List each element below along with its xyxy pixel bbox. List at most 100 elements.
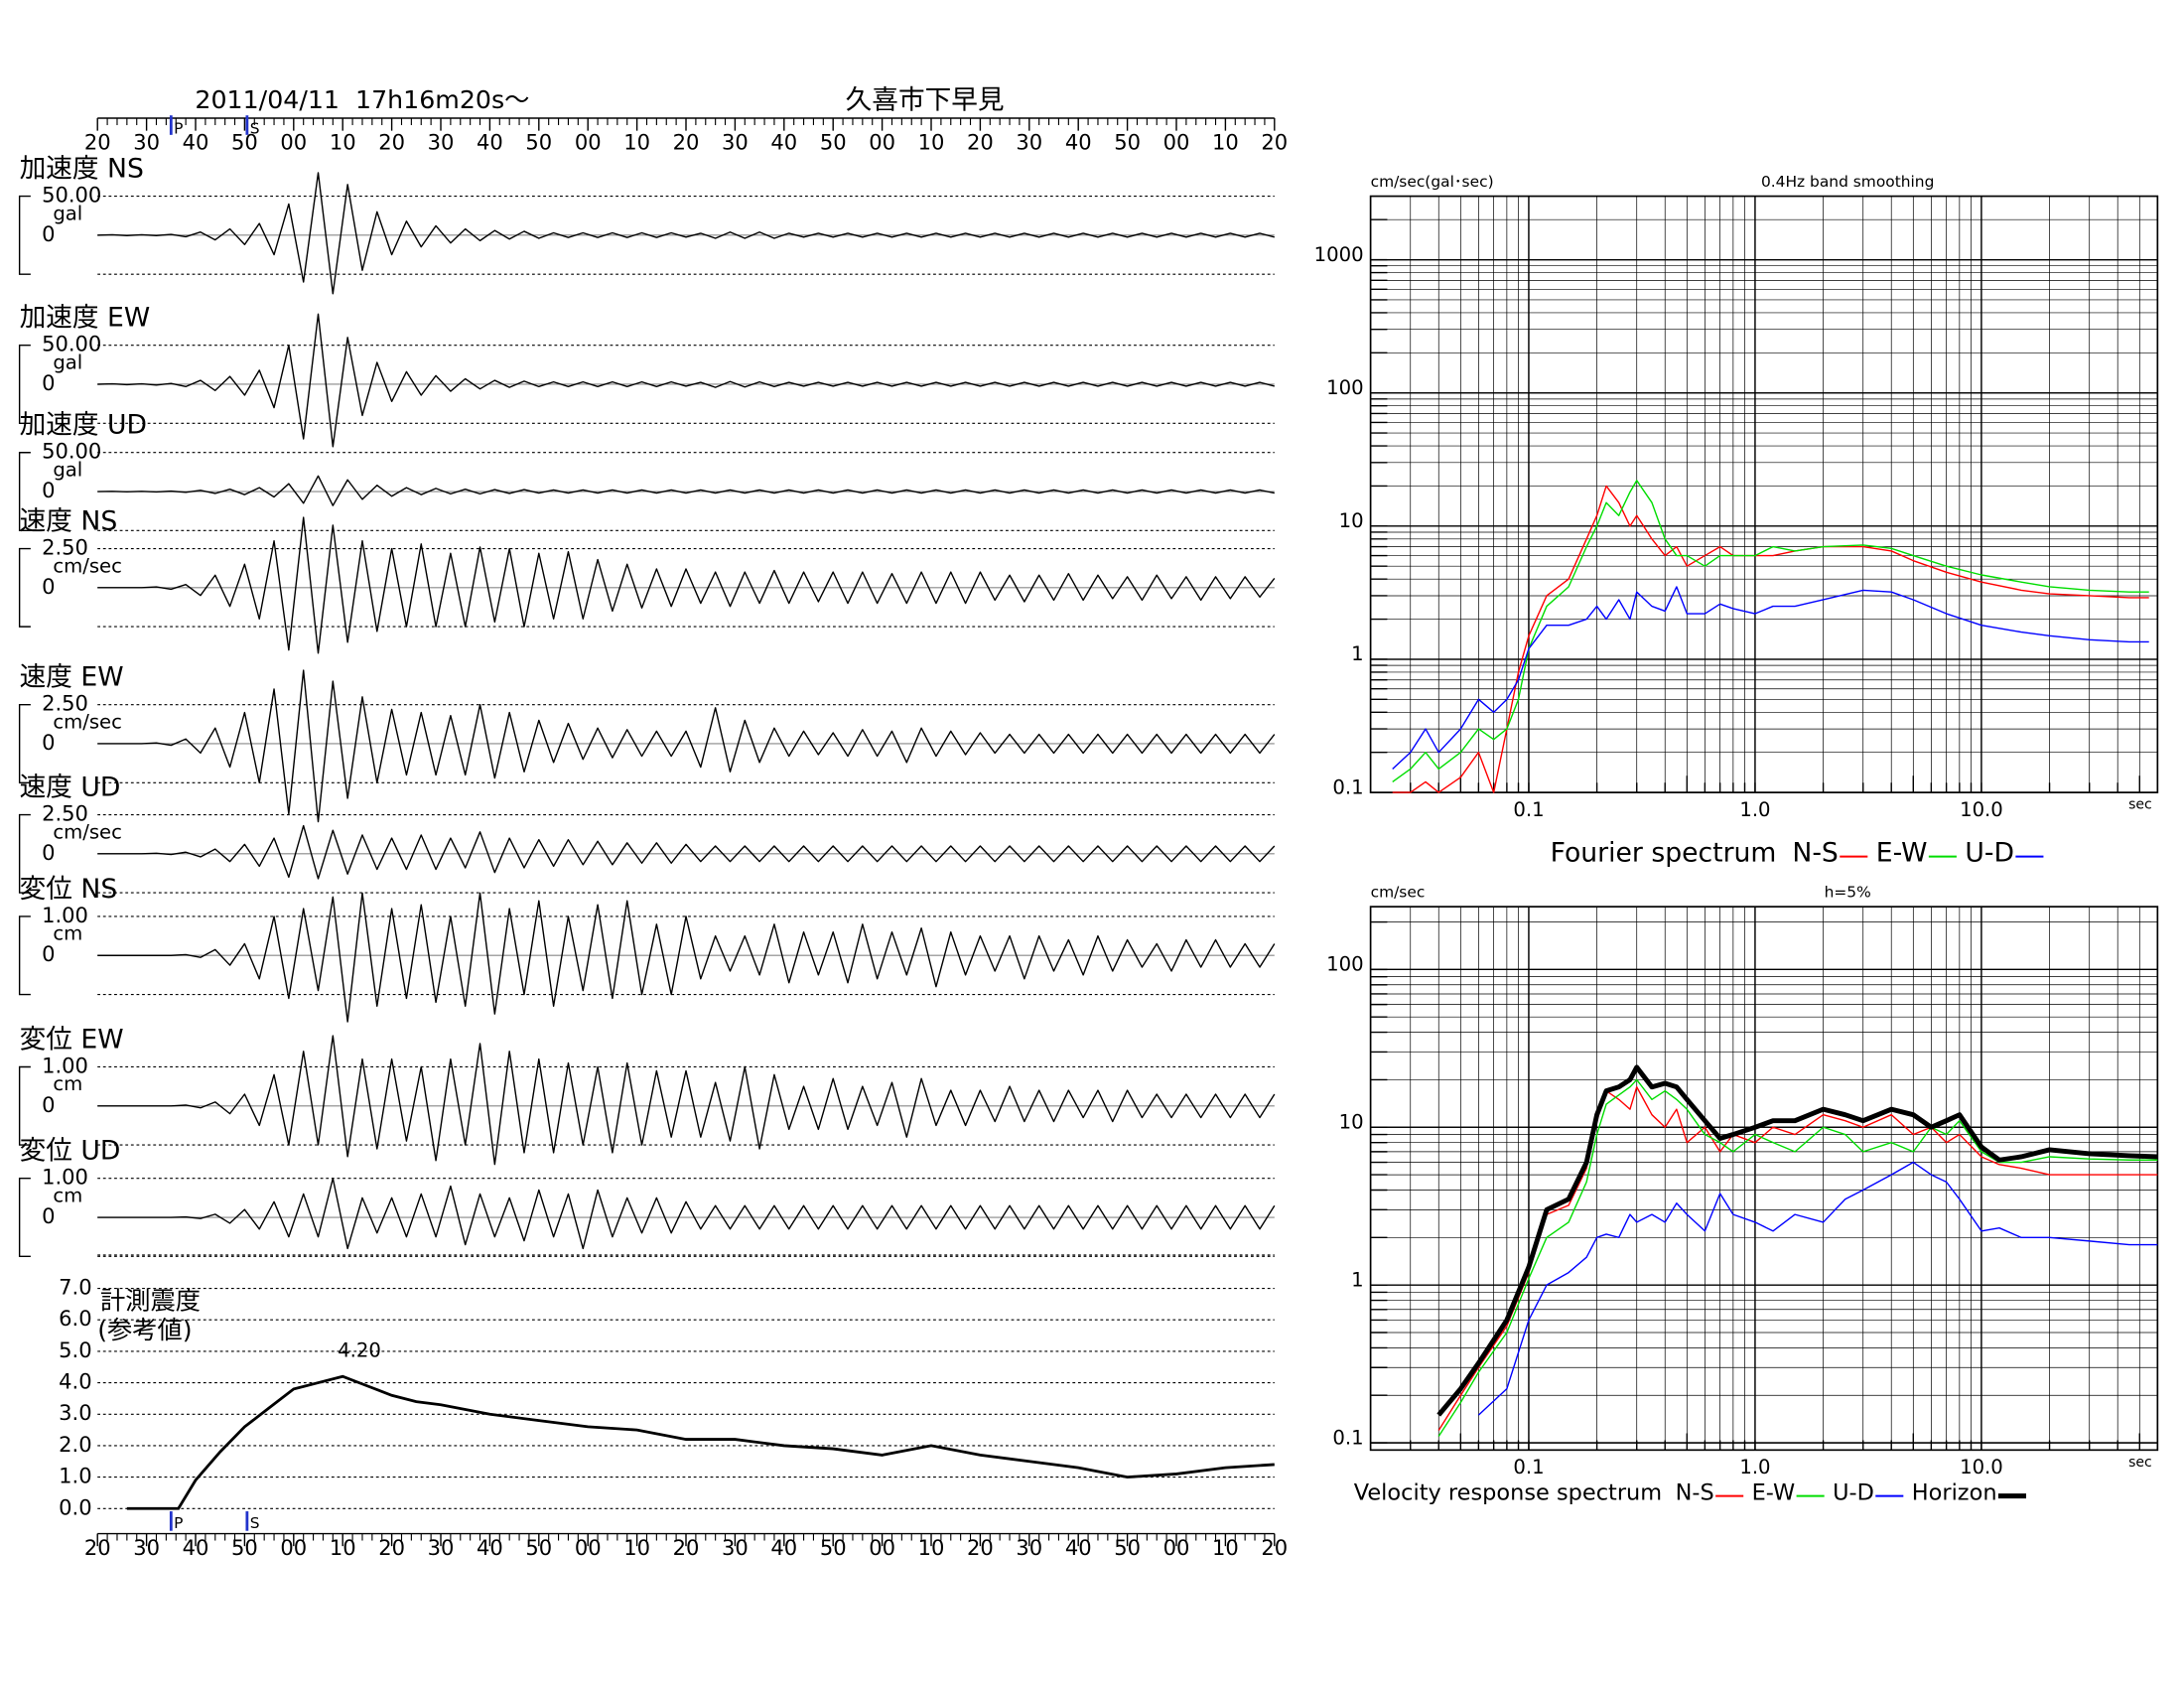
y-tick-label: 1.00 bbox=[42, 1165, 88, 1190]
waveform bbox=[97, 1035, 1276, 1166]
y-tick-label: 1.00 bbox=[42, 903, 88, 927]
trace-title: 速度 EW bbox=[20, 662, 124, 693]
time-tick-label: 50 bbox=[525, 129, 552, 154]
y-tick-label: 0 bbox=[42, 1092, 55, 1117]
y-tick-label: 1.00 bbox=[42, 1053, 88, 1077]
trace-bracket bbox=[18, 1178, 31, 1258]
y-tick-label: 0 bbox=[42, 1203, 55, 1228]
spectrum-line bbox=[1436, 1064, 2158, 1417]
spectrum-line bbox=[1392, 480, 2149, 783]
y-tick-label: 0 bbox=[42, 370, 55, 395]
time-tick-label: 50 bbox=[525, 1535, 552, 1560]
time-tick-label: 40 bbox=[183, 1535, 209, 1560]
y-tick-label: 100 bbox=[1326, 376, 1363, 399]
trace-bracket bbox=[18, 1065, 31, 1146]
time-tick-label: 40 bbox=[1065, 1535, 1092, 1560]
legend-label: Horizon bbox=[1912, 1479, 1997, 1505]
y-tick-label: 2.0 bbox=[59, 1432, 91, 1457]
y-tick-label: 5.0 bbox=[59, 1337, 91, 1362]
time-tick-label: 30 bbox=[428, 1535, 455, 1560]
time-tick-label: 30 bbox=[428, 129, 455, 154]
time-tick-label: 00 bbox=[575, 129, 602, 154]
plot-frame bbox=[1369, 906, 2159, 1452]
y-tick-label: 1.0 bbox=[59, 1464, 91, 1488]
y-tick-label: 0.1 bbox=[1332, 1426, 1363, 1449]
y-tick-label: 0.0 bbox=[59, 1494, 91, 1519]
intensity-line bbox=[126, 1374, 1275, 1510]
time-tick-label: 40 bbox=[477, 1535, 503, 1560]
x-tick-label: 10.0 bbox=[1960, 798, 2003, 821]
y-tick-label: 2.50 bbox=[42, 801, 88, 826]
time-tick-label: 20 bbox=[378, 129, 405, 154]
time-tick-label: 20 bbox=[1261, 1535, 1288, 1560]
time-tick-label: 30 bbox=[1016, 129, 1042, 154]
time-tick-label: 20 bbox=[967, 129, 994, 154]
peak-label: 4.20 bbox=[338, 1338, 381, 1361]
waveform bbox=[97, 516, 1276, 654]
trace-bracket bbox=[18, 703, 31, 783]
trace-bracket bbox=[18, 813, 31, 894]
trace-bracket bbox=[18, 452, 31, 532]
time-tick-label: 30 bbox=[133, 1535, 160, 1560]
trace-bracket bbox=[18, 345, 31, 424]
trace-title: 速度 NS bbox=[20, 505, 118, 536]
spectrum-line bbox=[1477, 1161, 2158, 1416]
time-tick-label: 00 bbox=[280, 129, 307, 154]
time-tick-label: 40 bbox=[770, 1535, 797, 1560]
waveform bbox=[97, 824, 1276, 880]
legend-label: E-W bbox=[1876, 837, 1928, 868]
y-tick-label: 0 bbox=[42, 221, 55, 246]
time-tick-label: 50 bbox=[820, 1535, 847, 1560]
spectrum-line bbox=[1392, 586, 2149, 770]
legend-label: U-D bbox=[1965, 837, 2014, 868]
time-tick-label: 00 bbox=[1163, 129, 1190, 154]
y-tick-label: 1 bbox=[1351, 1268, 1364, 1291]
chart-subtitle: (参考値) bbox=[97, 1316, 192, 1344]
y-tick-label: 50.00 bbox=[42, 439, 101, 464]
legend-label: U-D bbox=[1833, 1479, 1874, 1505]
trace-title: 加速度 UD bbox=[20, 410, 147, 441]
time-tick-label: 50 bbox=[1114, 1535, 1141, 1560]
time-tick-label: 00 bbox=[280, 1535, 307, 1560]
trace-bracket bbox=[18, 915, 31, 996]
y-tick-label: 1000 bbox=[1314, 243, 1364, 266]
trace-unit: cm bbox=[53, 1184, 82, 1206]
time-tick-label: 00 bbox=[869, 1535, 895, 1560]
y-tick-label: 50.00 bbox=[42, 183, 101, 208]
y-tick-label: 2.50 bbox=[42, 691, 88, 716]
time-tick-label: 10 bbox=[918, 1535, 945, 1560]
time-tick-label: 10 bbox=[623, 129, 650, 154]
time-tick-label: 20 bbox=[967, 1535, 994, 1560]
time-tick-label: 50 bbox=[820, 129, 847, 154]
time-tick-label: 40 bbox=[770, 129, 797, 154]
y-tick-label: 0 bbox=[42, 941, 55, 966]
time-tick-label: 00 bbox=[869, 129, 895, 154]
x-tick-label: 1.0 bbox=[1739, 798, 1770, 821]
trace-title: 変位 NS bbox=[20, 874, 118, 905]
time-tick-label: 20 bbox=[84, 129, 111, 154]
y-tick-label: 1 bbox=[1351, 642, 1364, 665]
time-tick-label: 20 bbox=[1261, 129, 1288, 154]
y-tick-label: 0 bbox=[42, 730, 55, 755]
y-tick-label: 0 bbox=[42, 574, 55, 599]
time-tick-label: 10 bbox=[1212, 1535, 1239, 1560]
time-tick-label: 40 bbox=[477, 129, 503, 154]
spectrum-line bbox=[1392, 485, 2149, 793]
y-tick-label: 6.0 bbox=[59, 1306, 91, 1331]
time-tick-label: 30 bbox=[133, 129, 160, 154]
waveform bbox=[97, 475, 1275, 506]
y-tick-label: 10 bbox=[1339, 509, 1364, 532]
trace-unit: cm bbox=[53, 1072, 82, 1095]
spectrum-line bbox=[1437, 1086, 2158, 1431]
time-tick-label: 00 bbox=[575, 1535, 602, 1560]
time-tick-label: 10 bbox=[1212, 129, 1239, 154]
y-tick-label: 7.0 bbox=[59, 1275, 91, 1300]
trace-unit: gal bbox=[53, 458, 82, 481]
y-axis-label: cm/sec(gal･sec) bbox=[1371, 173, 1494, 191]
trace-unit: gal bbox=[53, 202, 82, 224]
y-tick-label: 0 bbox=[42, 840, 55, 865]
y-tick-label: 3.0 bbox=[59, 1400, 91, 1425]
y-tick-label: 0 bbox=[42, 478, 55, 502]
time-tick-label: 10 bbox=[918, 129, 945, 154]
